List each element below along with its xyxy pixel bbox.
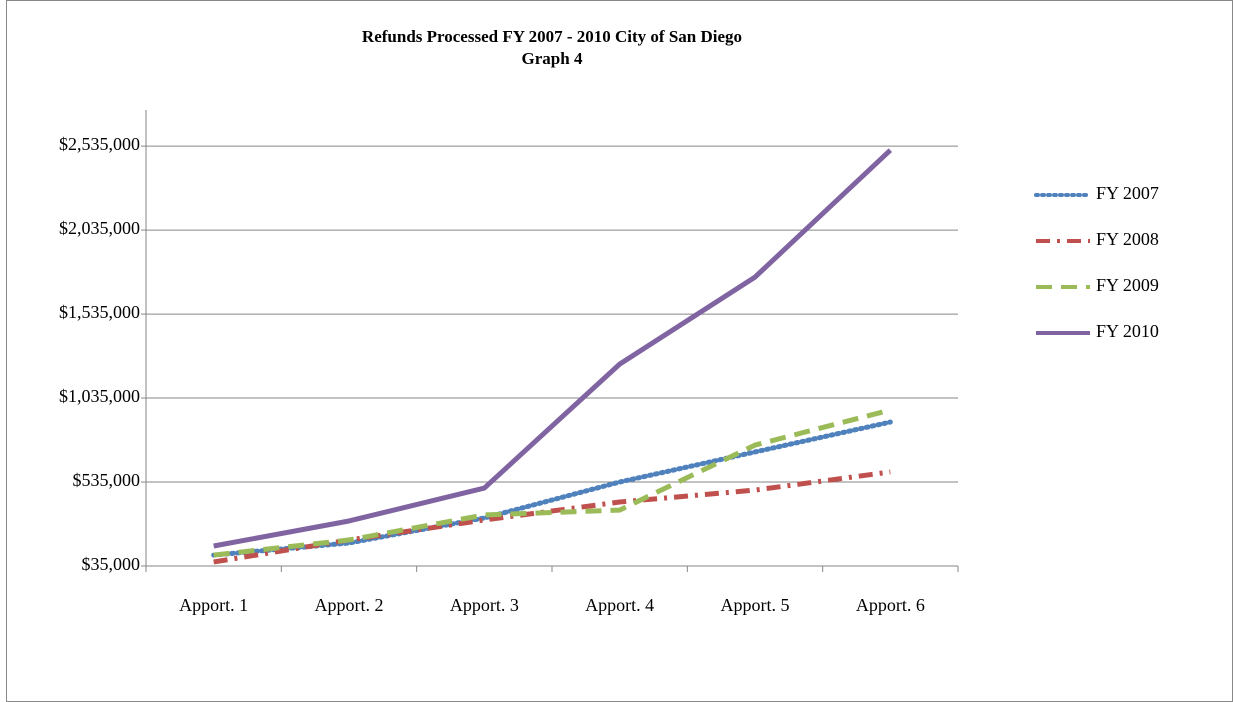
- legend-label: FY 2007: [1096, 183, 1159, 203]
- y-tick-label: $2,535,000: [59, 134, 140, 154]
- x-tick-label: Apport. 4: [585, 595, 654, 615]
- legend-label: FY 2009: [1096, 275, 1159, 295]
- legend-label: FY 2008: [1096, 229, 1159, 249]
- series-line: [213, 148, 893, 549]
- y-tick-label: $1,535,000: [59, 302, 140, 322]
- y-tick-label: $35,000: [82, 554, 141, 574]
- legend-label: FY 2010: [1096, 321, 1159, 341]
- chart-title: Refunds Processed FY 2007 - 2010 City of…: [362, 27, 742, 46]
- x-tick-label: Apport. 6: [856, 595, 925, 615]
- series-line: [213, 407, 891, 558]
- chart-subtitle: Graph 4: [522, 49, 583, 68]
- x-tick-label: Apport. 2: [315, 595, 384, 615]
- y-tick-label: $2,035,000: [59, 218, 140, 238]
- y-tick-label: $535,000: [73, 470, 141, 490]
- y-tick-label: $1,035,000: [59, 386, 140, 406]
- chart-border: [6, 0, 1233, 702]
- x-tick-label: Apport. 3: [450, 595, 519, 615]
- x-tick-label: Apport. 1: [179, 595, 248, 615]
- x-tick-label: Apport. 5: [721, 595, 790, 615]
